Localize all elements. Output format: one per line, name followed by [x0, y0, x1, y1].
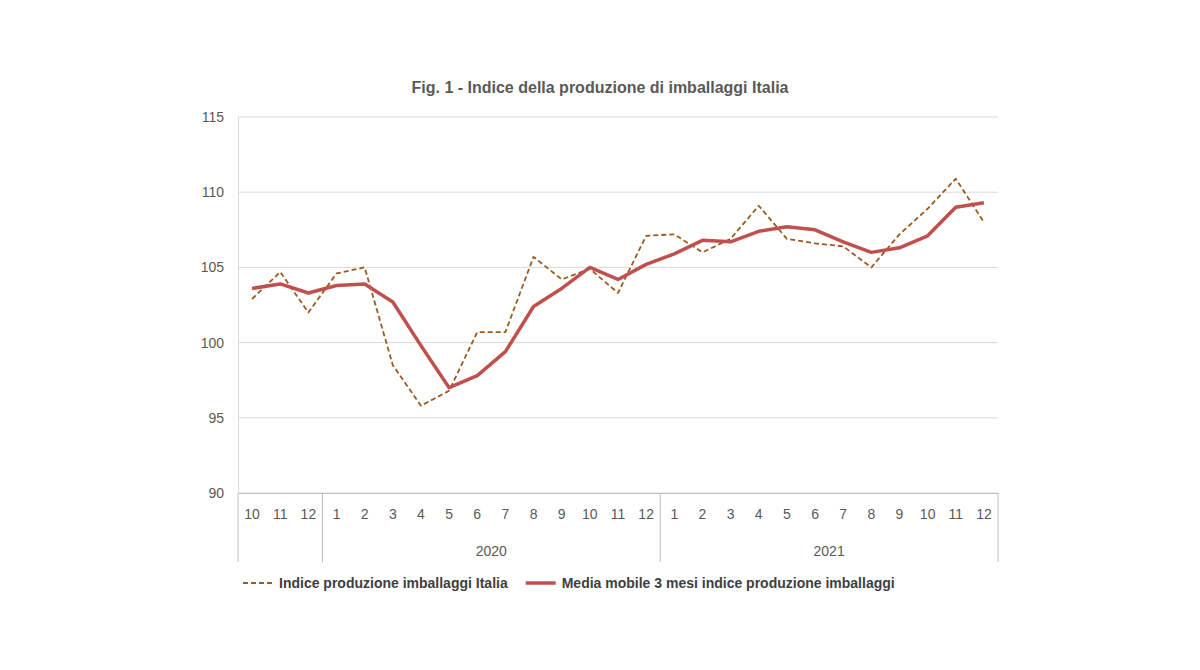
y-tick: 110	[202, 184, 238, 200]
x-tick-label: 4	[417, 506, 425, 522]
grid-line	[238, 192, 998, 193]
x-tick-label: 1	[670, 506, 678, 522]
x-tick-label: 3	[727, 506, 735, 522]
x-tick-label: 2	[361, 506, 369, 522]
x-tick-label: 3	[389, 506, 397, 522]
group-separator	[998, 493, 999, 562]
x-tick-label: 10	[920, 506, 936, 522]
x-tick: 1	[333, 493, 341, 522]
x-tick-label: 2	[699, 506, 707, 522]
grid-line	[238, 493, 998, 494]
y-tick-label: 90	[208, 485, 224, 501]
x-tick: 12	[301, 493, 317, 522]
x-tick: 11	[949, 493, 964, 522]
series-line	[252, 203, 984, 388]
legend-item: Media mobile 3 mesi indice produzione im…	[526, 575, 895, 591]
x-tick-label: 8	[867, 506, 875, 522]
x-tick: 8	[867, 493, 875, 522]
x-tick: 1	[670, 493, 678, 522]
x-tick: 3	[389, 493, 397, 522]
x-tick: 10	[920, 493, 936, 522]
x-tick: 2	[699, 493, 707, 522]
group-label: 2021	[814, 543, 845, 559]
y-axis: 90 95 100 105 110 115	[201, 109, 239, 501]
y-tick-label: 100	[201, 335, 225, 351]
grid-line	[238, 417, 998, 418]
x-tick: 10	[582, 493, 598, 522]
grid	[238, 117, 998, 493]
title: Fig. 1 - Indice della produzione di imba…	[412, 79, 789, 96]
x-tick-label: 11	[273, 506, 288, 522]
x-tick: 12	[638, 493, 654, 522]
legend: Indice produzione imballaggi Italia Media…	[243, 575, 895, 591]
x-tick-label: 10	[582, 506, 598, 522]
x-tick-label: 6	[473, 506, 481, 522]
legend-swatch	[526, 581, 556, 585]
x-tick-label: 5	[783, 506, 791, 522]
x-axis: 101112123456789101112123456789101112	[239, 493, 999, 522]
x-tick: 4	[755, 493, 763, 522]
y-tick: 90	[208, 485, 238, 501]
series-line	[252, 179, 984, 406]
x-tick: 12	[976, 493, 992, 522]
legend-item: Indice produzione imballaggi Italia	[243, 575, 508, 591]
x-tick-label: 1	[333, 506, 341, 522]
group-label: 2020	[476, 543, 507, 559]
y-tick: 115	[202, 109, 238, 125]
y-tick: 95	[208, 410, 238, 426]
x-tick: 9	[896, 493, 904, 522]
x-tick-label: 5	[445, 506, 453, 522]
x-tick: 3	[727, 493, 735, 522]
x-tick: 5	[445, 493, 453, 522]
x-tick-label: 12	[638, 506, 654, 522]
y-tick-label: 105	[201, 259, 225, 275]
x-tick-label: 4	[755, 506, 763, 522]
x-tick: 9	[558, 493, 566, 522]
x-tick-label: 9	[896, 506, 904, 522]
x-tick: 5	[783, 493, 791, 522]
legend-swatch	[243, 582, 273, 584]
x-tick-label: 12	[301, 506, 317, 522]
y-tick: 105	[201, 259, 238, 275]
x-axis-line	[239, 493, 999, 494]
x-tick-label: 7	[839, 506, 847, 522]
x-tick-label: 7	[502, 506, 510, 522]
grid-line	[238, 117, 998, 118]
legend-label: Indice produzione imballaggi Italia	[279, 575, 508, 591]
y-axis-line	[238, 118, 239, 494]
x-tick-label: 6	[811, 506, 819, 522]
x-tick-label: 11	[611, 506, 626, 522]
grid-line	[238, 267, 998, 268]
x-tick-label: 8	[530, 506, 538, 522]
y-tick-label: 95	[208, 410, 224, 426]
x-tick-label: 11	[949, 506, 964, 522]
y-tick-label: 115	[202, 109, 225, 125]
x-tick: 7	[839, 493, 847, 522]
category-groups: 2020 2021	[238, 493, 998, 562]
x-tick: 4	[417, 493, 425, 522]
plot: 9095100105110115101112123456789101112123…	[201, 109, 999, 562]
group-separator	[322, 493, 323, 562]
group-separator	[238, 493, 239, 562]
x-tick: 8	[530, 493, 538, 522]
x-tick: 11	[611, 493, 626, 522]
group-separator	[660, 493, 661, 562]
x-tick: 2	[361, 493, 369, 522]
x-tick-label: 10	[244, 506, 260, 522]
y-tick: 100	[201, 335, 238, 351]
series-lines	[252, 179, 984, 406]
legend-label: Media mobile 3 mesi indice produzione im…	[562, 575, 895, 591]
chart: Fig. 1 - Indice della produzione di imba…	[0, 0, 1200, 670]
grid-line	[238, 342, 998, 343]
x-tick-label: 9	[558, 506, 566, 522]
y-tick-label: 110	[202, 184, 225, 200]
x-tick: 6	[811, 493, 819, 522]
x-tick: 6	[473, 493, 481, 522]
x-tick: 7	[502, 493, 510, 522]
x-tick: 11	[273, 493, 288, 522]
x-tick-label: 12	[976, 506, 992, 522]
x-tick: 10	[244, 493, 260, 522]
